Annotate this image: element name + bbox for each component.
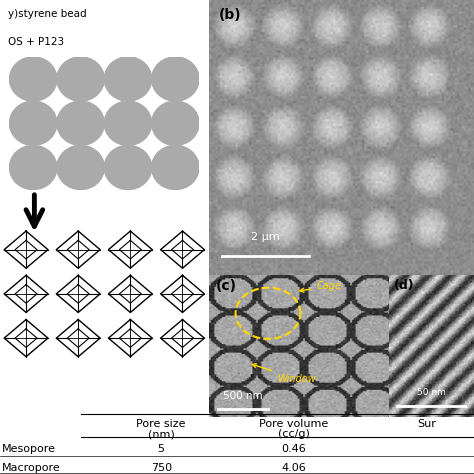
Circle shape <box>9 146 57 190</box>
Circle shape <box>9 101 57 146</box>
Text: 750: 750 <box>151 463 172 473</box>
Text: Window: Window <box>252 364 316 383</box>
Text: 4.06: 4.06 <box>282 463 306 473</box>
Circle shape <box>57 57 104 101</box>
Circle shape <box>152 57 199 101</box>
Text: Mesopore: Mesopore <box>2 445 56 455</box>
Text: Pore volume: Pore volume <box>259 419 328 428</box>
Text: Macropore: Macropore <box>2 463 61 473</box>
Circle shape <box>9 57 57 101</box>
Text: (cc/g): (cc/g) <box>278 429 310 439</box>
Text: (c): (c) <box>216 279 237 293</box>
Text: (nm): (nm) <box>148 429 174 439</box>
Text: 5: 5 <box>158 445 164 455</box>
Circle shape <box>104 146 152 190</box>
Text: (b): (b) <box>219 8 242 22</box>
Circle shape <box>152 146 199 190</box>
Text: Sur: Sur <box>417 419 436 428</box>
Text: 0.46: 0.46 <box>282 445 306 455</box>
Circle shape <box>104 101 152 146</box>
Text: (d): (d) <box>394 279 414 292</box>
Text: Pore size: Pore size <box>137 419 186 428</box>
Text: 50 nm: 50 nm <box>417 388 446 397</box>
Circle shape <box>57 101 104 146</box>
Text: OS + P123: OS + P123 <box>9 37 64 47</box>
Text: 500 nm: 500 nm <box>223 392 263 401</box>
Text: y)styrene bead: y)styrene bead <box>9 9 87 18</box>
Text: Cage: Cage <box>300 281 342 292</box>
Circle shape <box>104 57 152 101</box>
Text: 2 μm: 2 μm <box>251 232 280 242</box>
Circle shape <box>57 146 104 190</box>
Circle shape <box>152 101 199 146</box>
